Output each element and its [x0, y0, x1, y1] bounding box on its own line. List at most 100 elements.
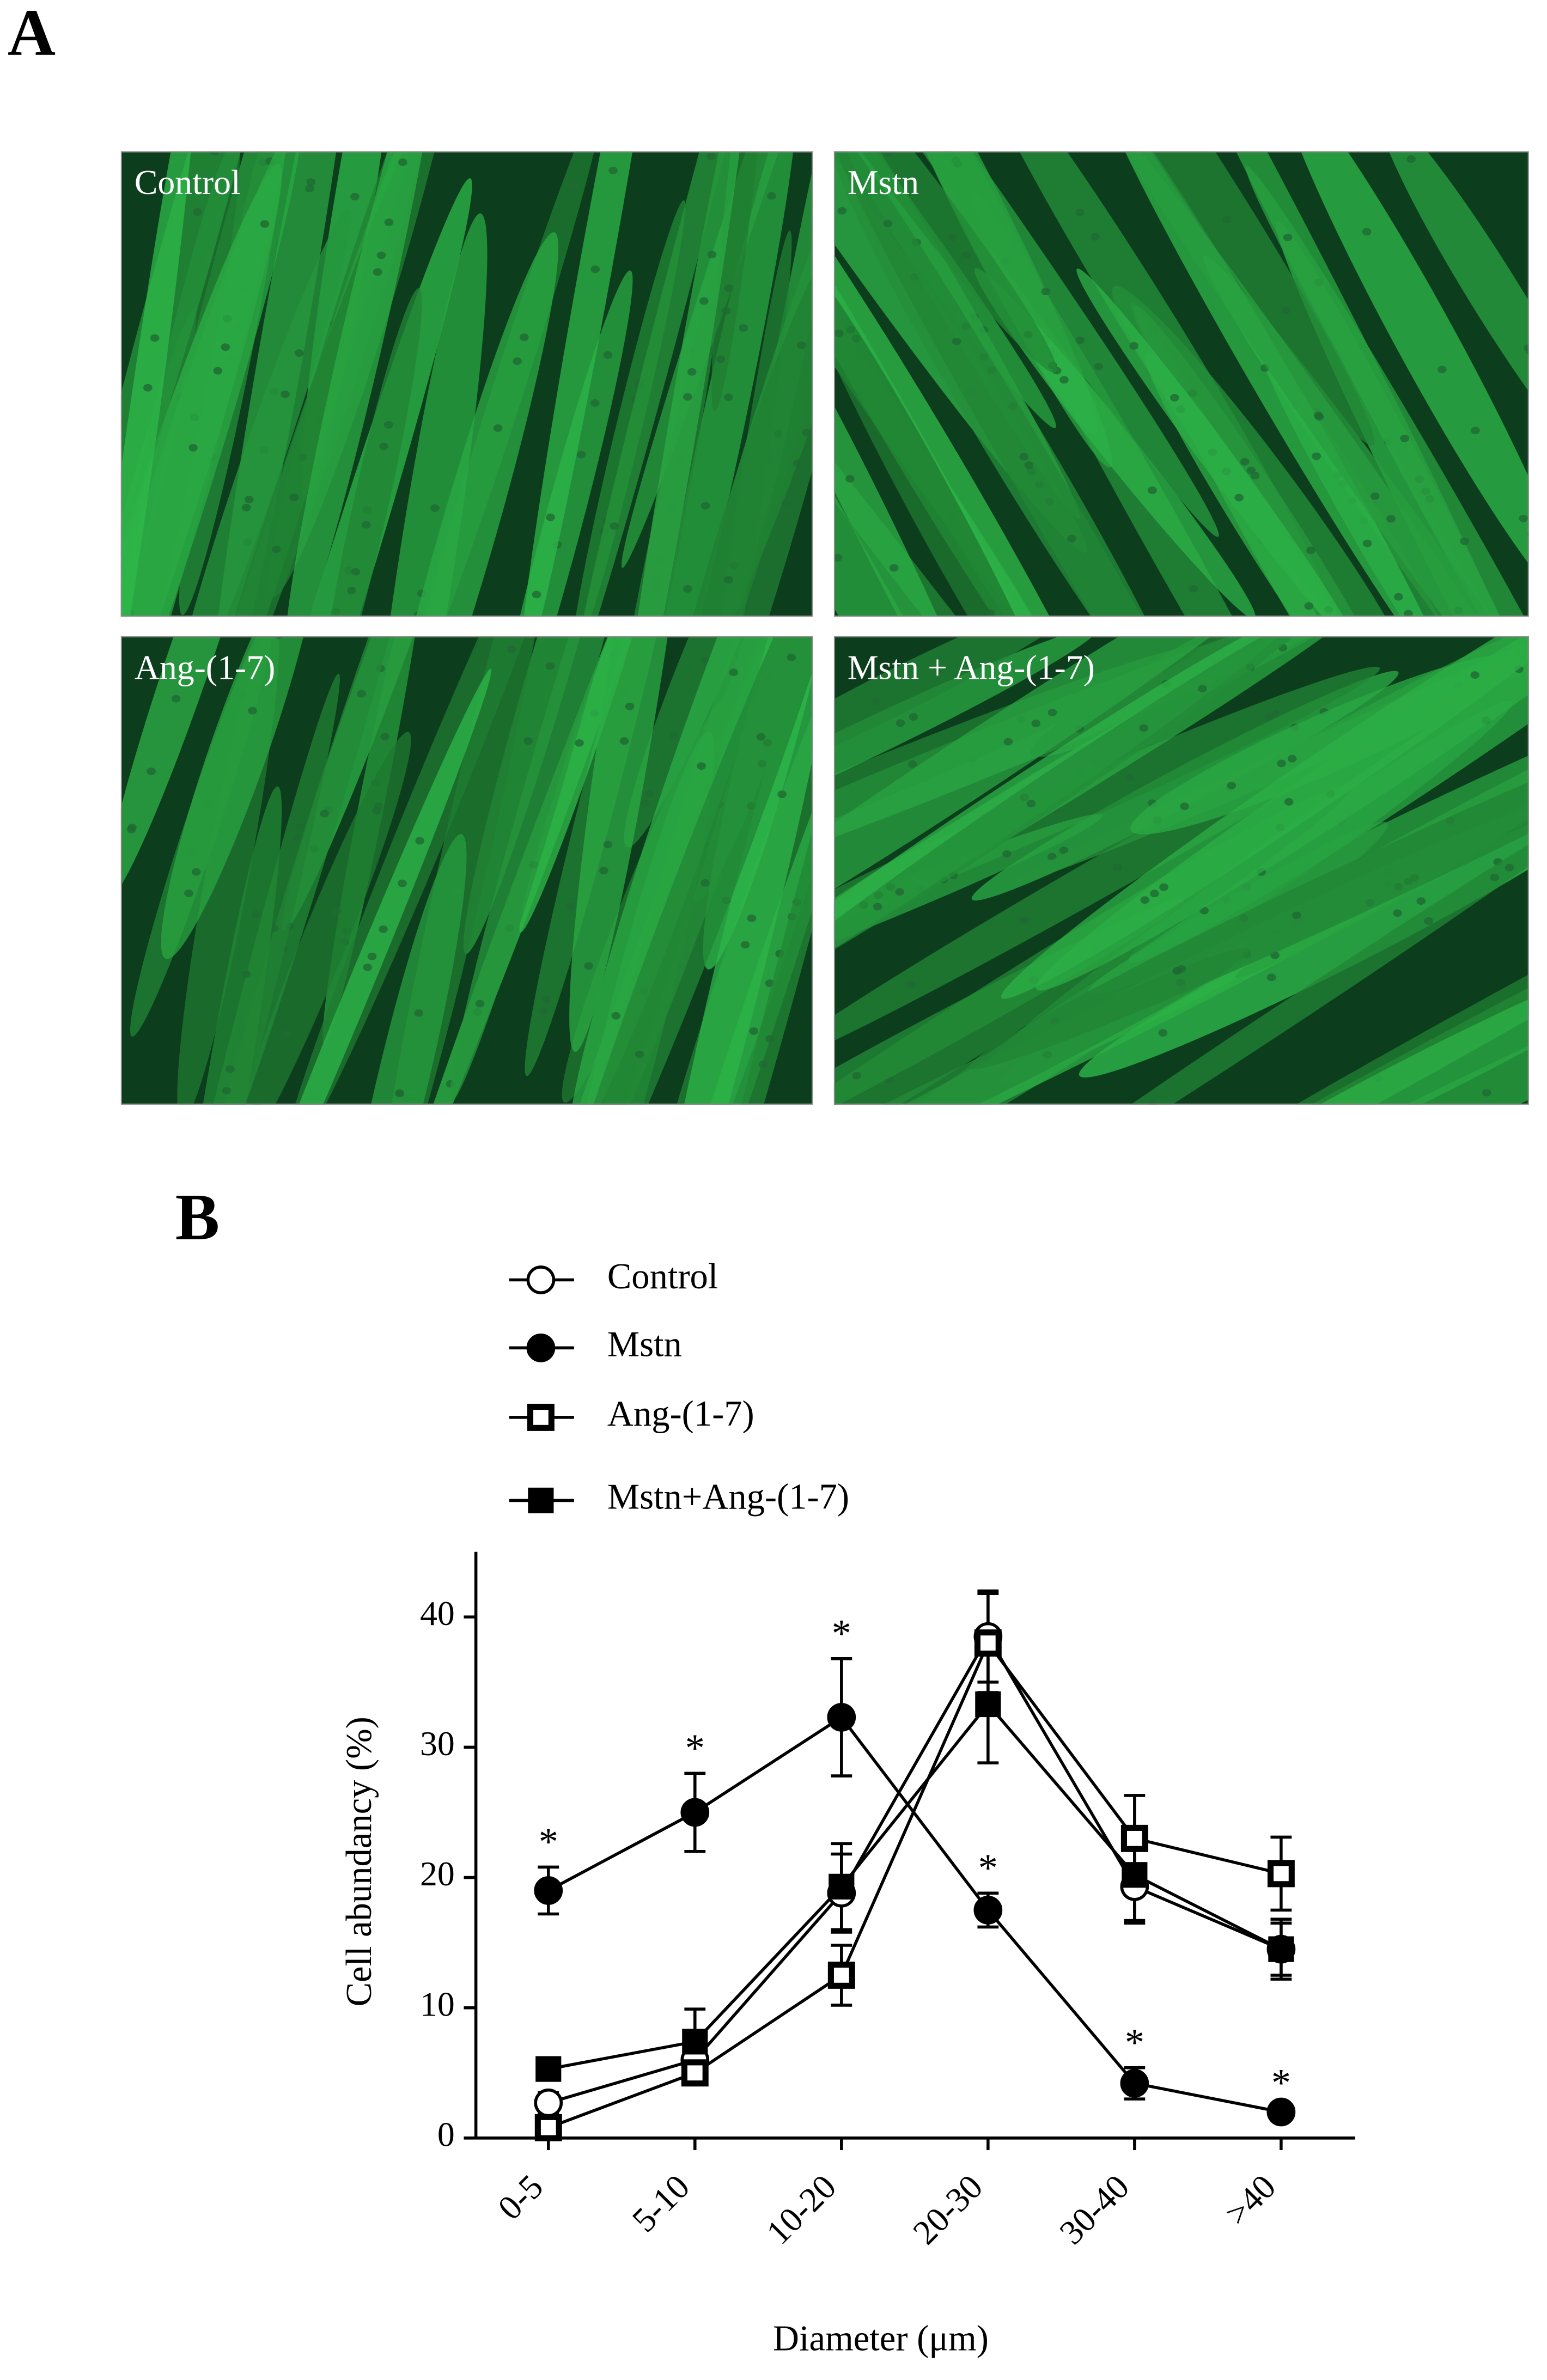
x-tick-label: 0-5: [490, 2167, 550, 2227]
nucleus: [222, 1087, 232, 1095]
nucleus: [724, 393, 733, 401]
legend-label: Ang-(1-7): [607, 1394, 754, 1434]
y-tick-label: 20: [420, 1854, 455, 1893]
nucleus: [150, 334, 160, 342]
nucleus: [833, 553, 843, 562]
fiber: [120, 151, 301, 617]
nucleus: [171, 695, 181, 703]
nucleus: [363, 116, 372, 124]
nucleus: [678, 1196, 687, 1204]
nucleus: [701, 502, 710, 510]
nucleus: [1393, 909, 1402, 917]
nucleus: [1460, 537, 1469, 545]
nucleus: [851, 27, 860, 34]
significance-label: *: [978, 1846, 998, 1890]
nucleus: [398, 879, 407, 887]
nucleus: [1173, 966, 1183, 975]
nucleus: [610, 522, 619, 530]
nucleus: [576, 451, 586, 459]
marker: [681, 2059, 709, 2087]
nucleus: [1165, 1191, 1174, 1198]
nucleus: [191, 868, 201, 876]
nucleus: [279, 618, 288, 625]
marker: [534, 2088, 563, 2117]
nucleus: [1284, 798, 1294, 806]
nucleus: [671, 1225, 680, 1233]
nucleus: [236, 55, 246, 63]
fiber: [626, 667, 813, 1105]
nucleus: [1002, 850, 1012, 858]
nucleus: [1262, 628, 1271, 635]
nucleus: [895, 888, 905, 896]
nucleus: [218, 1128, 227, 1136]
nucleus: [1306, 546, 1315, 555]
nucleus: [1197, 685, 1207, 693]
fiber: [833, 151, 1057, 373]
nucleus: [248, 707, 257, 715]
nucleus: [812, 395, 813, 399]
fiber: [376, 232, 559, 617]
nucleus: [74, 804, 83, 812]
nucleus: [896, 46, 905, 54]
nucleus: [1505, 863, 1514, 872]
nucleus: [372, 807, 381, 815]
nucleus: [942, 139, 952, 147]
nucleus: [644, 789, 654, 798]
nucleus: [730, 64, 739, 72]
nucleus: [758, 1061, 768, 1069]
nucleus: [1524, 344, 1529, 352]
nucleus: [295, 349, 304, 357]
nucleus: [244, 496, 254, 503]
nucleus: [539, 1007, 548, 1015]
nucleus: [574, 1245, 583, 1253]
nucleus: [523, 737, 533, 745]
fiber: [708, 636, 813, 1105]
nucleus: [213, 367, 223, 375]
marker: [1122, 1862, 1148, 1888]
nucleus: [683, 585, 692, 593]
nucleus: [347, 587, 356, 595]
fiber: [833, 636, 1095, 792]
nucleus: [96, 650, 106, 658]
fiber: [573, 151, 793, 617]
nucleus: [735, 0, 745, 1]
nucleus: [729, 668, 738, 677]
nucleus: [100, 691, 109, 698]
nucleus: [120, 623, 130, 631]
fiber: [1112, 285, 1415, 617]
nucleus: [398, 158, 407, 166]
legend-label: Control: [607, 1257, 718, 1296]
nucleus: [1266, 973, 1276, 982]
nucleus: [779, 125, 788, 132]
nucleus: [737, 1192, 746, 1200]
nucleus: [1189, 585, 1198, 593]
nucleus: [1394, 593, 1403, 601]
fiber: [833, 636, 1098, 865]
nucleus: [691, 1199, 701, 1207]
nucleus: [826, 346, 835, 354]
nucleus: [749, 1027, 759, 1035]
nucleus: [356, 1254, 365, 1262]
nucleus: [902, 58, 911, 66]
nucleus: [833, 1088, 835, 1092]
fiber: [615, 151, 750, 617]
marker: [974, 1629, 1002, 1657]
legend-label: Mstn: [607, 1325, 682, 1365]
nucleus: [601, 1124, 611, 1131]
nucleus: [1094, 362, 1104, 370]
nucleus: [906, 981, 916, 989]
nucleus: [1274, 1146, 1283, 1154]
nucleus: [721, 307, 731, 315]
nucleus: [883, 220, 892, 228]
x-tick-label: >40: [1217, 2167, 1283, 2233]
fiber: [284, 151, 439, 617]
nucleus: [738, 1137, 747, 1145]
nucleus: [765, 1034, 775, 1043]
nucleus: [1075, 336, 1085, 344]
nucleus: [850, 30, 859, 38]
nucleus: [884, 151, 893, 157]
image-label: Ang-(1-7): [135, 648, 276, 686]
nucleus: [961, 251, 971, 259]
nucleus: [1528, 353, 1529, 357]
